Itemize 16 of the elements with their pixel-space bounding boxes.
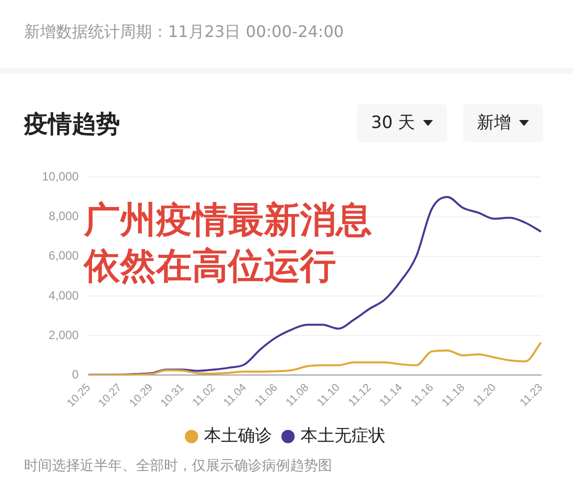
y-tick-label: 4,000 <box>48 288 80 302</box>
annotation: 广州疫情最新消息 <box>84 199 372 243</box>
text: 30 天 <box>371 113 416 133</box>
y-tick-label: 2,000 <box>48 328 80 342</box>
legend-label: 本土无症状 <box>300 426 386 446</box>
legend-label: 本土确诊 <box>204 426 272 446</box>
text: 新增 <box>477 113 511 133</box>
line-series <box>88 342 542 376</box>
chart-title: 疫情趋势 <box>24 109 120 140</box>
y-tick-label: 10,000 <box>42 170 80 184</box>
y-tick-label: 0 <box>72 368 80 382</box>
y-tick-label: 8,000 <box>48 209 80 224</box>
annotation: 依然在高位运行 <box>84 245 337 289</box>
chart-subtitle: 新增数据统计周期：11月23日 00:00-24:00 <box>24 22 344 43</box>
text: 时间选择近半年、全部时，仅展示确诊病例趋势图 <box>24 457 332 475</box>
y-tick-label: 6,000 <box>48 248 80 263</box>
